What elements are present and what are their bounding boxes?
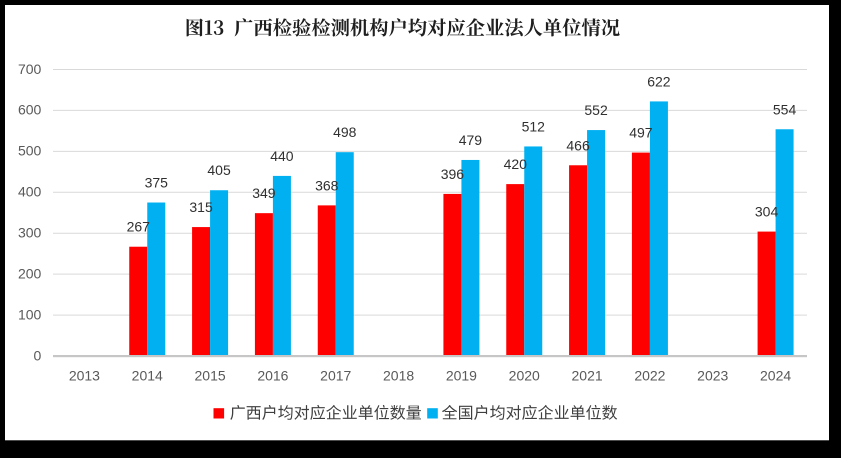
svg-text:304: 304 bbox=[755, 204, 779, 220]
svg-text:400: 400 bbox=[18, 184, 42, 200]
svg-text:2015: 2015 bbox=[195, 367, 226, 383]
svg-text:700: 700 bbox=[18, 61, 42, 77]
svg-text:2016: 2016 bbox=[257, 367, 288, 383]
svg-text:512: 512 bbox=[522, 118, 546, 134]
svg-text:498: 498 bbox=[333, 124, 357, 140]
svg-text:466: 466 bbox=[566, 137, 590, 153]
svg-text:497: 497 bbox=[629, 125, 653, 141]
svg-text:2014: 2014 bbox=[132, 367, 163, 383]
svg-text:2013: 2013 bbox=[69, 367, 100, 383]
svg-text:420: 420 bbox=[504, 156, 528, 172]
svg-text:200: 200 bbox=[18, 265, 42, 281]
svg-text:405: 405 bbox=[207, 162, 231, 178]
svg-text:315: 315 bbox=[189, 199, 213, 215]
svg-text:2022: 2022 bbox=[634, 367, 665, 383]
svg-text:2019: 2019 bbox=[446, 367, 477, 383]
svg-text:554: 554 bbox=[773, 101, 797, 117]
svg-text:368: 368 bbox=[315, 177, 339, 193]
svg-text:375: 375 bbox=[145, 175, 169, 191]
svg-text:479: 479 bbox=[459, 132, 483, 148]
svg-text:500: 500 bbox=[18, 143, 42, 159]
svg-text:100: 100 bbox=[18, 306, 42, 322]
svg-text:440: 440 bbox=[270, 148, 294, 164]
svg-text:2020: 2020 bbox=[509, 367, 540, 383]
svg-text:300: 300 bbox=[18, 225, 42, 241]
svg-text:2023: 2023 bbox=[697, 367, 728, 383]
svg-text:2021: 2021 bbox=[572, 367, 603, 383]
svg-text:622: 622 bbox=[647, 73, 671, 89]
svg-text:2018: 2018 bbox=[383, 367, 414, 383]
svg-text:349: 349 bbox=[252, 185, 276, 201]
svg-text:600: 600 bbox=[18, 102, 42, 118]
svg-text:396: 396 bbox=[441, 166, 465, 182]
svg-text:2017: 2017 bbox=[320, 367, 351, 383]
svg-text:2024: 2024 bbox=[760, 367, 791, 383]
svg-text:552: 552 bbox=[584, 102, 608, 118]
svg-text:0: 0 bbox=[34, 347, 42, 363]
svg-text:267: 267 bbox=[127, 219, 151, 235]
